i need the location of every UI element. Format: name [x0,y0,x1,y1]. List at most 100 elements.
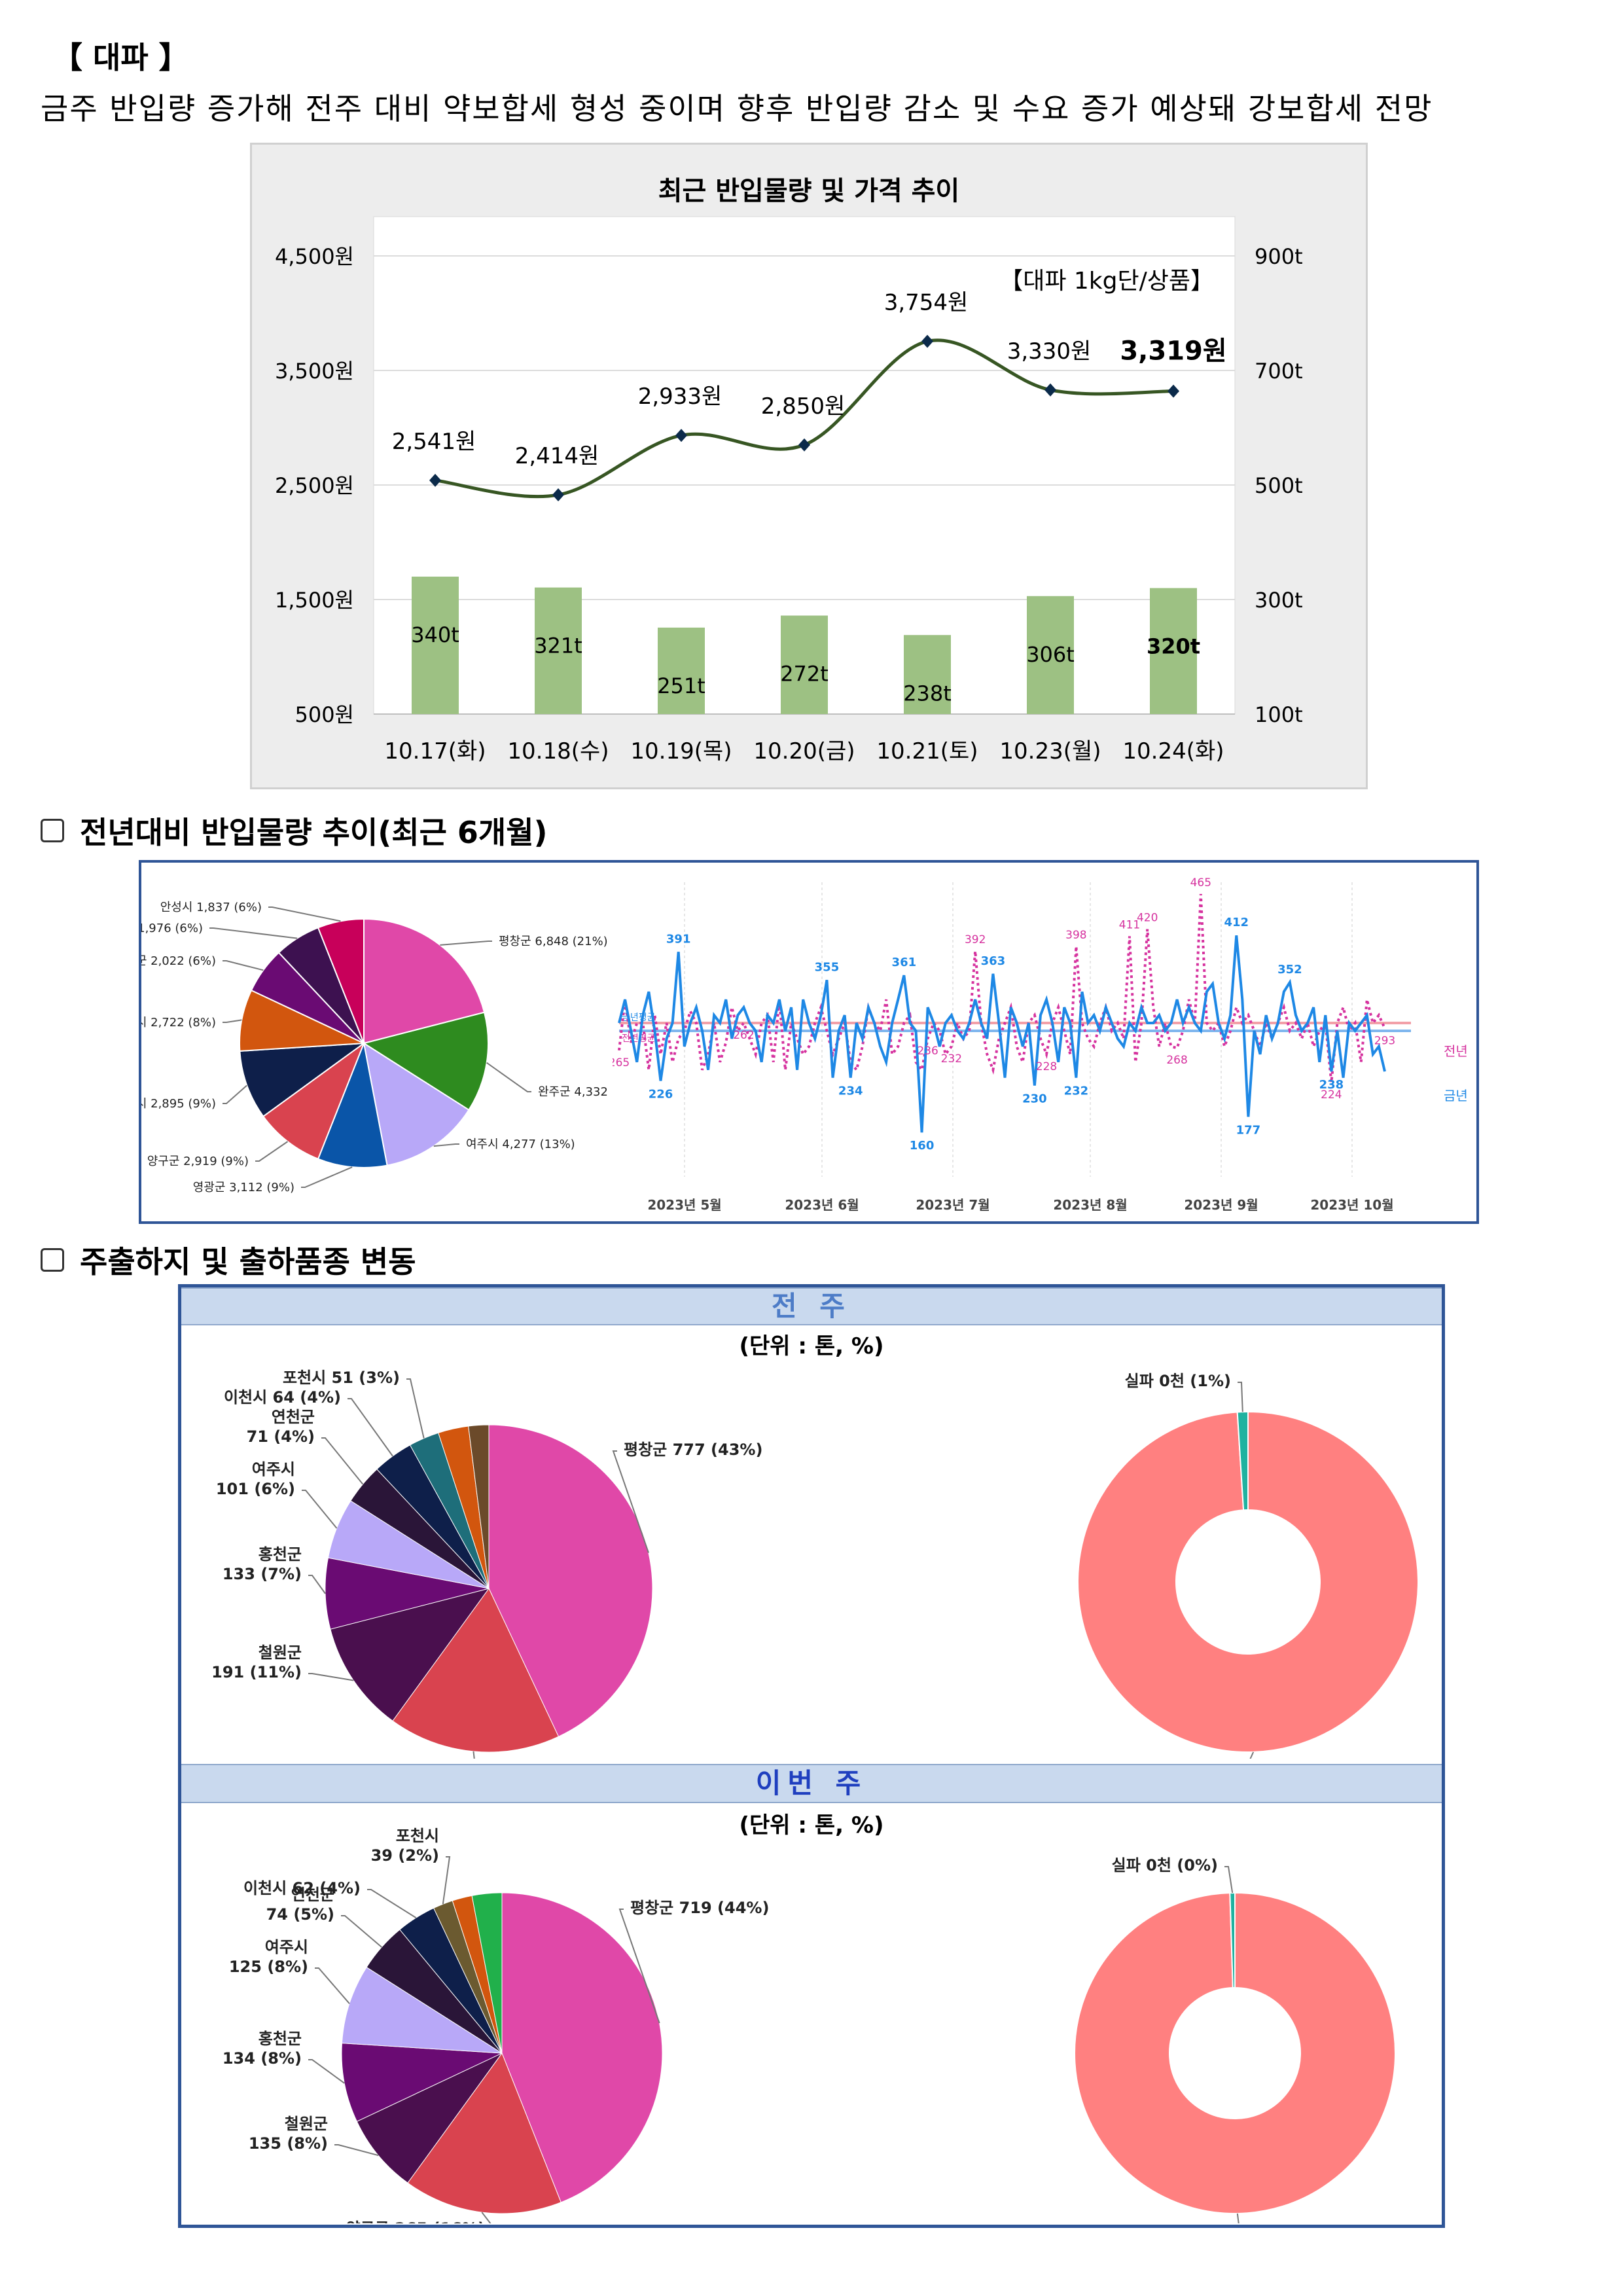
pie-leader-line [209,927,298,939]
pie-leader-line [301,1166,353,1188]
month-label: 2023년 9월 [1184,1197,1258,1213]
pie-leader-line [315,1967,350,2004]
pie-label: 실파 0천 (0%) [1112,1856,1218,1874]
this-year-point-label: 412 [1224,916,1249,929]
this-year-point-label: 238 [1319,1078,1344,1092]
price-volume-chart-panel: 최근 반입물량 및 가격 추이 【대파 1kg단/상품】 4,500원 900t 3,5… [250,143,1368,789]
this-year-point-label: 177 [1236,1123,1261,1137]
prev-year-point-label: 236 [917,1045,938,1058]
prev-week-variety-donut: 대파(일반) 2천 (99%)실파 0천 (1%) [1077,1372,1419,1759]
prev-year-point-label: 411 [1119,918,1140,931]
pie-leader-line [612,1450,649,1553]
volume-label: 320t [1147,634,1200,659]
region-pie-chart: 평창군 6,848 (21%) 완주군 4,332 (13%) 여주시 4,277 … [141,901,613,1194]
right-tick-label: 300t [1255,588,1303,613]
price-marker [675,429,687,442]
pie-leader-line [302,1490,338,1529]
price-volume-chart: 최근 반입물량 및 가격 추이 【대파 1kg단/상품】 4,500원 900t 3,5… [275,176,1303,764]
pie-leader-line [268,906,341,922]
pie-leader-line [406,1378,425,1439]
checkbox-icon [41,819,64,842]
pie-label: 철원군 [285,2115,328,2133]
x-tick-label: 10.17(화) [384,738,486,764]
volume-bar [781,615,828,714]
x-tick-label: 10.24(화) [1122,738,1224,764]
x-tick-label: 10.20(금) [753,738,855,764]
pie-label: 134 (8%) [223,2049,302,2068]
pie-slice [488,1424,653,1737]
volume-bar [1027,596,1074,714]
pie-leader-line [255,1141,289,1162]
volume-label: 306t [1026,642,1075,667]
left-tick-label: 3,500원 [275,359,354,384]
pie-slice [407,2052,562,2214]
pie-label: 홍천군 [259,2030,302,2048]
this-week-variety-donut: 대파(일반) 2천 (100%)실파 0천 (0%) [1074,1856,1396,2223]
price-marker [552,488,564,502]
pie-label: 이천시 64 (4%) [224,1388,341,1407]
pie-label: 포천시 2,722 (8%) [141,1016,216,1030]
pie-leader-line [618,1909,660,2024]
volume-bar [412,577,459,714]
pie-label: 연천군 [291,1886,334,1904]
volume-bar [904,635,951,714]
pie-slice [239,1042,366,1118]
pie-label: 홍천군 2,022 (6%) [141,954,216,968]
pie-label: 125 (8%) [229,1958,308,1976]
this-week-unit: (단위 : 톤, %) [739,1812,884,1839]
this-year-point-label: 363 [981,954,1006,968]
pie-label: 여주시 4,277 (13%) [466,1138,575,1151]
pie-leader-line [442,1856,451,1905]
left-tick-label: 500원 [294,702,354,727]
section-yoy-heading: 전년대비 반입물량 추이(최근 6개월) [41,809,548,852]
right-tick-label: 900t [1255,244,1303,269]
prev-year-point-label: 398 [1065,929,1086,942]
x-tick-label: 10.18(수) [507,738,609,764]
x-tick-label: 10.23(월) [999,738,1101,764]
chart-legend-label: 【대파 1kg단/상품】 [999,268,1214,295]
pie-label: 74 (5%) [266,1905,334,1924]
pie-slice [1236,1410,1249,1511]
price-marker [921,334,933,348]
prev-week-band: 전 주 [181,1287,1442,1325]
pie-leader-line [1249,1751,1255,1759]
pie-label: 평창군 719 (44%) [630,1899,769,1917]
this-week-band: 이번 주 [181,1764,1442,1803]
pie-label: 포천시 [396,1827,439,1845]
pie-label: 135 (8%) [249,2134,328,2153]
pie-leader-line [367,1889,417,1918]
yoy-line-chart: 2023년 5월 2023년 6월 2023년 7월 2023년 8월 2023년 9월… [613,876,1468,1213]
right-tick-label: 500t [1255,473,1303,498]
pie-label: 여주시 [265,1938,308,1956]
right-tick-label: 700t [1255,359,1303,384]
pie-slice [363,1041,470,1166]
this-year-point-label: 361 [892,956,917,969]
pie-leader-line [308,1575,326,1594]
summary-text: 금주 반입량 증가해 전주 대비 약보합세 형성 중이며 향후 반입량 감소 및… [41,91,1433,126]
chart-title: 최근 반입물량 및 가격 추이 [658,176,960,206]
pie-leader-line [433,1143,459,1147]
prev-year-point-label: 268 [1166,1054,1187,1067]
yoy-panel: 평창군 6,848 (21%) 완주군 4,332 (13%) 여주시 4,277 … [139,860,1479,1224]
pie-leader-line [1224,1866,1234,1893]
pie-slice [468,1424,490,1589]
pie-label: 101 (6%) [216,1480,295,1498]
prev-year-point-label: 420 [1137,912,1158,925]
pie-leader-line [223,960,264,971]
price-label: 2,541원 [392,429,476,455]
pie-label: 39 (2%) [371,1846,439,1865]
pie-label: 완주군 4,332 (13%) [538,1085,613,1099]
price-label: 3,330원 [1007,338,1092,365]
prev-year-point-label: 228 [1036,1060,1057,1073]
prev-year-point-label: 392 [965,933,986,946]
volume-bar [1150,588,1197,714]
pie-leader-line [334,2144,379,2157]
price-label: 3,754원 [884,290,969,316]
volume-label: 321t [534,634,582,658]
pie-label: 홍천군 [259,1545,302,1564]
left-tick-label: 1,500원 [275,588,354,613]
legend-prev-year: 전년 [1444,1043,1468,1059]
pie-leader-line [1238,1382,1243,1412]
